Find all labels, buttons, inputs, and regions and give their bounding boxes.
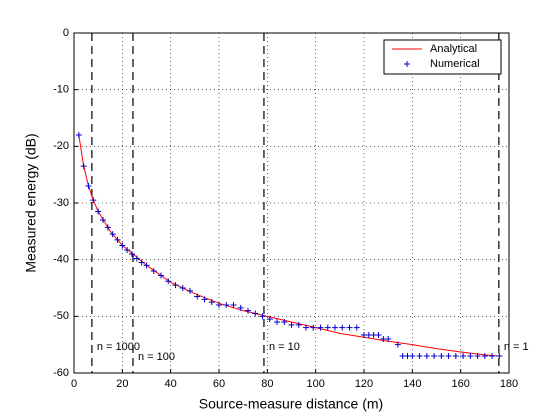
numerical-marker [90,197,97,204]
numerical-marker [295,321,302,328]
numerical-marker [85,183,92,189]
numerical-marker [109,231,116,238]
numerical-marker [489,353,496,359]
numerical-marker [133,255,140,262]
x-tick-label: 40 [165,378,177,390]
numerical-marker [445,353,452,359]
threshold-label: n = 1000 [97,341,140,353]
numerical-marker [114,236,121,243]
numerical-marker [252,310,259,317]
x-tick-label: 60 [213,378,225,390]
y-tick-label: -50 [53,310,69,322]
numerical-marker [339,324,346,331]
numerical-marker [208,299,215,306]
numerical-marker [223,302,230,308]
numerical-marker [158,272,164,279]
numerical-marker [259,313,266,320]
x-tick-label: 0 [71,378,77,390]
numerical-marker [194,293,201,300]
numerical-marker [353,324,360,331]
x-tick-label: 120 [355,378,373,390]
numerical-marker [129,251,135,257]
numerical-marker [80,163,87,170]
x-axis-title: Source-measure distance (m) [199,396,383,412]
numerical-marker [385,336,392,342]
numerical-marker [237,304,244,311]
numerical-marker [187,287,193,294]
x-tick-label: 180 [500,378,518,390]
numerical-marker [460,353,467,359]
x-tick-label: 160 [451,378,469,390]
numerical-marker [119,242,126,249]
numerical-marker [310,324,317,331]
legend-box [383,39,502,75]
numerical-marker [303,324,309,331]
numerical-marker [324,324,331,331]
numerical-marker [375,332,382,339]
numerical-marker [165,278,172,285]
numerical-marker [143,262,150,269]
numerical-marker [438,353,445,359]
numerical-marker [467,353,474,359]
numerical-marker [481,353,488,359]
threshold-label: n = 1 [504,341,529,353]
numerical-marker [474,353,481,359]
numerical-marker [431,353,438,359]
legend-label: Analytical [430,43,477,55]
numerical-marker [104,224,111,231]
numerical-marker [124,247,131,254]
y-tick-label: -20 [53,140,69,152]
numerical-marker [332,324,338,331]
numerical-marker [172,282,179,289]
numerical-marker [346,324,353,331]
numerical-marker [138,259,145,266]
y-tick-label: -40 [53,254,69,266]
numerical-marker [423,353,430,359]
y-tick-label: -10 [53,84,69,96]
numerical-marker [452,353,459,359]
numerical-marker [100,217,106,223]
threshold-label: n = 100 [138,351,175,363]
numerical-marker [274,319,280,325]
numerical-marker [394,341,401,348]
legend-label: Numerical [430,58,480,70]
y-tick-label: -30 [53,197,69,209]
numerical-marker [95,208,102,215]
legend-swatch [404,61,410,67]
numerical-marker [416,353,423,359]
threshold-label: n = 10 [269,341,300,353]
numerical-marker [201,296,208,303]
numerical-marker [245,307,251,314]
y-tick-label: 0 [63,27,69,39]
y-axis-title: Measured energy (dB) [23,133,39,272]
numerical-marker [496,353,503,359]
numerical-marker [281,319,288,325]
numerical-marker [266,316,273,323]
x-tick-label: 100 [306,378,324,390]
y-tick-label: -60 [53,367,69,379]
numerical-marker [317,324,324,331]
numerical-marker [179,285,186,291]
x-tick-label: 80 [261,378,273,390]
numerical-marker [288,321,295,328]
numerical-marker [216,302,222,308]
numerical-marker [230,302,237,308]
x-tick-label: 20 [116,378,128,390]
numerical-marker [409,353,416,359]
numerical-marker [150,268,157,274]
x-tick-label: 140 [403,378,421,390]
numerical-marker [75,132,82,138]
analytical-line [78,134,500,357]
